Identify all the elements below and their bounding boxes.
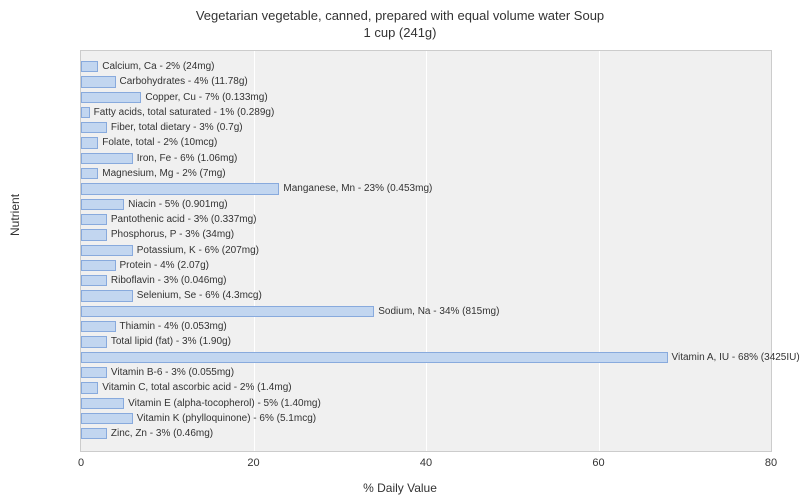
bar-label: Vitamin C, total ascorbic acid - 2% (1.4… [102,381,291,394]
bar-row: Copper, Cu - 7% (0.133mg) [81,90,771,105]
plot-area: Calcium, Ca - 2% (24mg) Carbohydrates - 4… [80,50,772,452]
bar [81,413,133,424]
bar [81,306,374,317]
bar [81,428,107,439]
bar [81,367,107,378]
bar-row: Thiamin - 4% (0.053mg) [81,319,771,334]
bar-label: Vitamin B-6 - 3% (0.055mg) [111,366,234,379]
bar-row: Selenium, Se - 6% (4.3mcg) [81,288,771,303]
bar-label: Thiamin - 4% (0.053mg) [120,320,227,333]
bar-row: Fatty acids, total saturated - 1% (0.289… [81,105,771,120]
bar-row: Vitamin B-6 - 3% (0.055mg) [81,365,771,380]
y-axis-label: Nutrient [8,194,22,236]
bar-label: Protein - 4% (2.07g) [120,259,210,272]
bar [81,321,116,332]
bar-label: Folate, total - 2% (10mcg) [102,136,217,149]
bar-label: Magnesium, Mg - 2% (7mg) [102,167,225,180]
bar-label: Selenium, Se - 6% (4.3mcg) [137,289,262,302]
bar [81,398,124,409]
bar [81,290,133,301]
bar-label: Fiber, total dietary - 3% (0.7g) [111,121,243,134]
bar-label: Calcium, Ca - 2% (24mg) [102,60,214,73]
bar-row: Manganese, Mn - 23% (0.453mg) [81,181,771,196]
bar [81,382,98,393]
bar [81,245,133,256]
bar-row: Magnesium, Mg - 2% (7mg) [81,166,771,181]
bar [81,153,133,164]
bar-label: Sodium, Na - 34% (815mg) [378,305,499,318]
bar-label: Manganese, Mn - 23% (0.453mg) [283,182,432,195]
bar-label: Fatty acids, total saturated - 1% (0.289… [94,106,275,119]
bar [81,76,116,87]
x-tick-label: 0 [78,457,84,469]
bar-row: Total lipid (fat) - 3% (1.90g) [81,334,771,349]
bar-row: Phosphorus, P - 3% (34mg) [81,227,771,242]
bar [81,260,116,271]
bar-label: Iron, Fe - 6% (1.06mg) [137,152,238,165]
bar-row: Iron, Fe - 6% (1.06mg) [81,151,771,166]
bar-row: Fiber, total dietary - 3% (0.7g) [81,120,771,135]
bar-row: Vitamin E (alpha-tocopherol) - 5% (1.40m… [81,396,771,411]
bar-label: Vitamin A, IU - 68% (3425IU) [672,351,800,364]
bar [81,199,124,210]
bar [81,61,98,72]
bar-row: Calcium, Ca - 2% (24mg) [81,59,771,74]
bar-label: Niacin - 5% (0.901mg) [128,198,227,211]
bar-row: Sodium, Na - 34% (815mg) [81,304,771,319]
bar-label: Potassium, K - 6% (207mg) [137,244,259,257]
bar [81,183,279,194]
bar-row: Riboflavin - 3% (0.046mg) [81,273,771,288]
bar [81,229,107,240]
bar-row: Potassium, K - 6% (207mg) [81,243,771,258]
bar-row: Vitamin A, IU - 68% (3425IU) [81,350,771,365]
bar-label: Vitamin E (alpha-tocopherol) - 5% (1.40m… [128,397,321,410]
bar-row: Niacin - 5% (0.901mg) [81,197,771,212]
bar-row: Pantothenic acid - 3% (0.337mg) [81,212,771,227]
x-tick-label: 60 [592,457,604,469]
bar-label: Carbohydrates - 4% (11.78g) [120,75,248,88]
bar-label: Pantothenic acid - 3% (0.337mg) [111,213,257,226]
x-tick-label: 40 [420,457,432,469]
bar [81,107,90,118]
bar [81,137,98,148]
title-line-2: 1 cup (241g) [0,25,800,42]
bars-group: Calcium, Ca - 2% (24mg) Carbohydrates - 4… [81,59,771,443]
bar-label: Phosphorus, P - 3% (34mg) [111,228,234,241]
bar [81,352,668,363]
bar-label: Copper, Cu - 7% (0.133mg) [145,91,267,104]
bar [81,92,141,103]
bar [81,122,107,133]
bar [81,275,107,286]
bar-label: Zinc, Zn - 3% (0.46mg) [111,427,213,440]
bar-label: Vitamin K (phylloquinone) - 6% (5.1mcg) [137,412,316,425]
chart-title: Vegetarian vegetable, canned, prepared w… [0,0,800,42]
bar [81,168,98,179]
bar [81,214,107,225]
bar-row: Protein - 4% (2.07g) [81,258,771,273]
bar [81,336,107,347]
bar-label: Riboflavin - 3% (0.046mg) [111,274,227,287]
x-tick-label: 80 [765,457,777,469]
chart-container: Vegetarian vegetable, canned, prepared w… [0,0,800,500]
x-tick-label: 20 [247,457,259,469]
bar-label: Total lipid (fat) - 3% (1.90g) [111,335,231,348]
title-line-1: Vegetarian vegetable, canned, prepared w… [0,8,800,25]
bar-row: Vitamin C, total ascorbic acid - 2% (1.4… [81,380,771,395]
x-axis-label: % Daily Value [363,481,437,495]
bar-row: Zinc, Zn - 3% (0.46mg) [81,426,771,441]
bar-row: Vitamin K (phylloquinone) - 6% (5.1mcg) [81,411,771,426]
bar-row: Folate, total - 2% (10mcg) [81,135,771,150]
bar-row: Carbohydrates - 4% (11.78g) [81,74,771,89]
